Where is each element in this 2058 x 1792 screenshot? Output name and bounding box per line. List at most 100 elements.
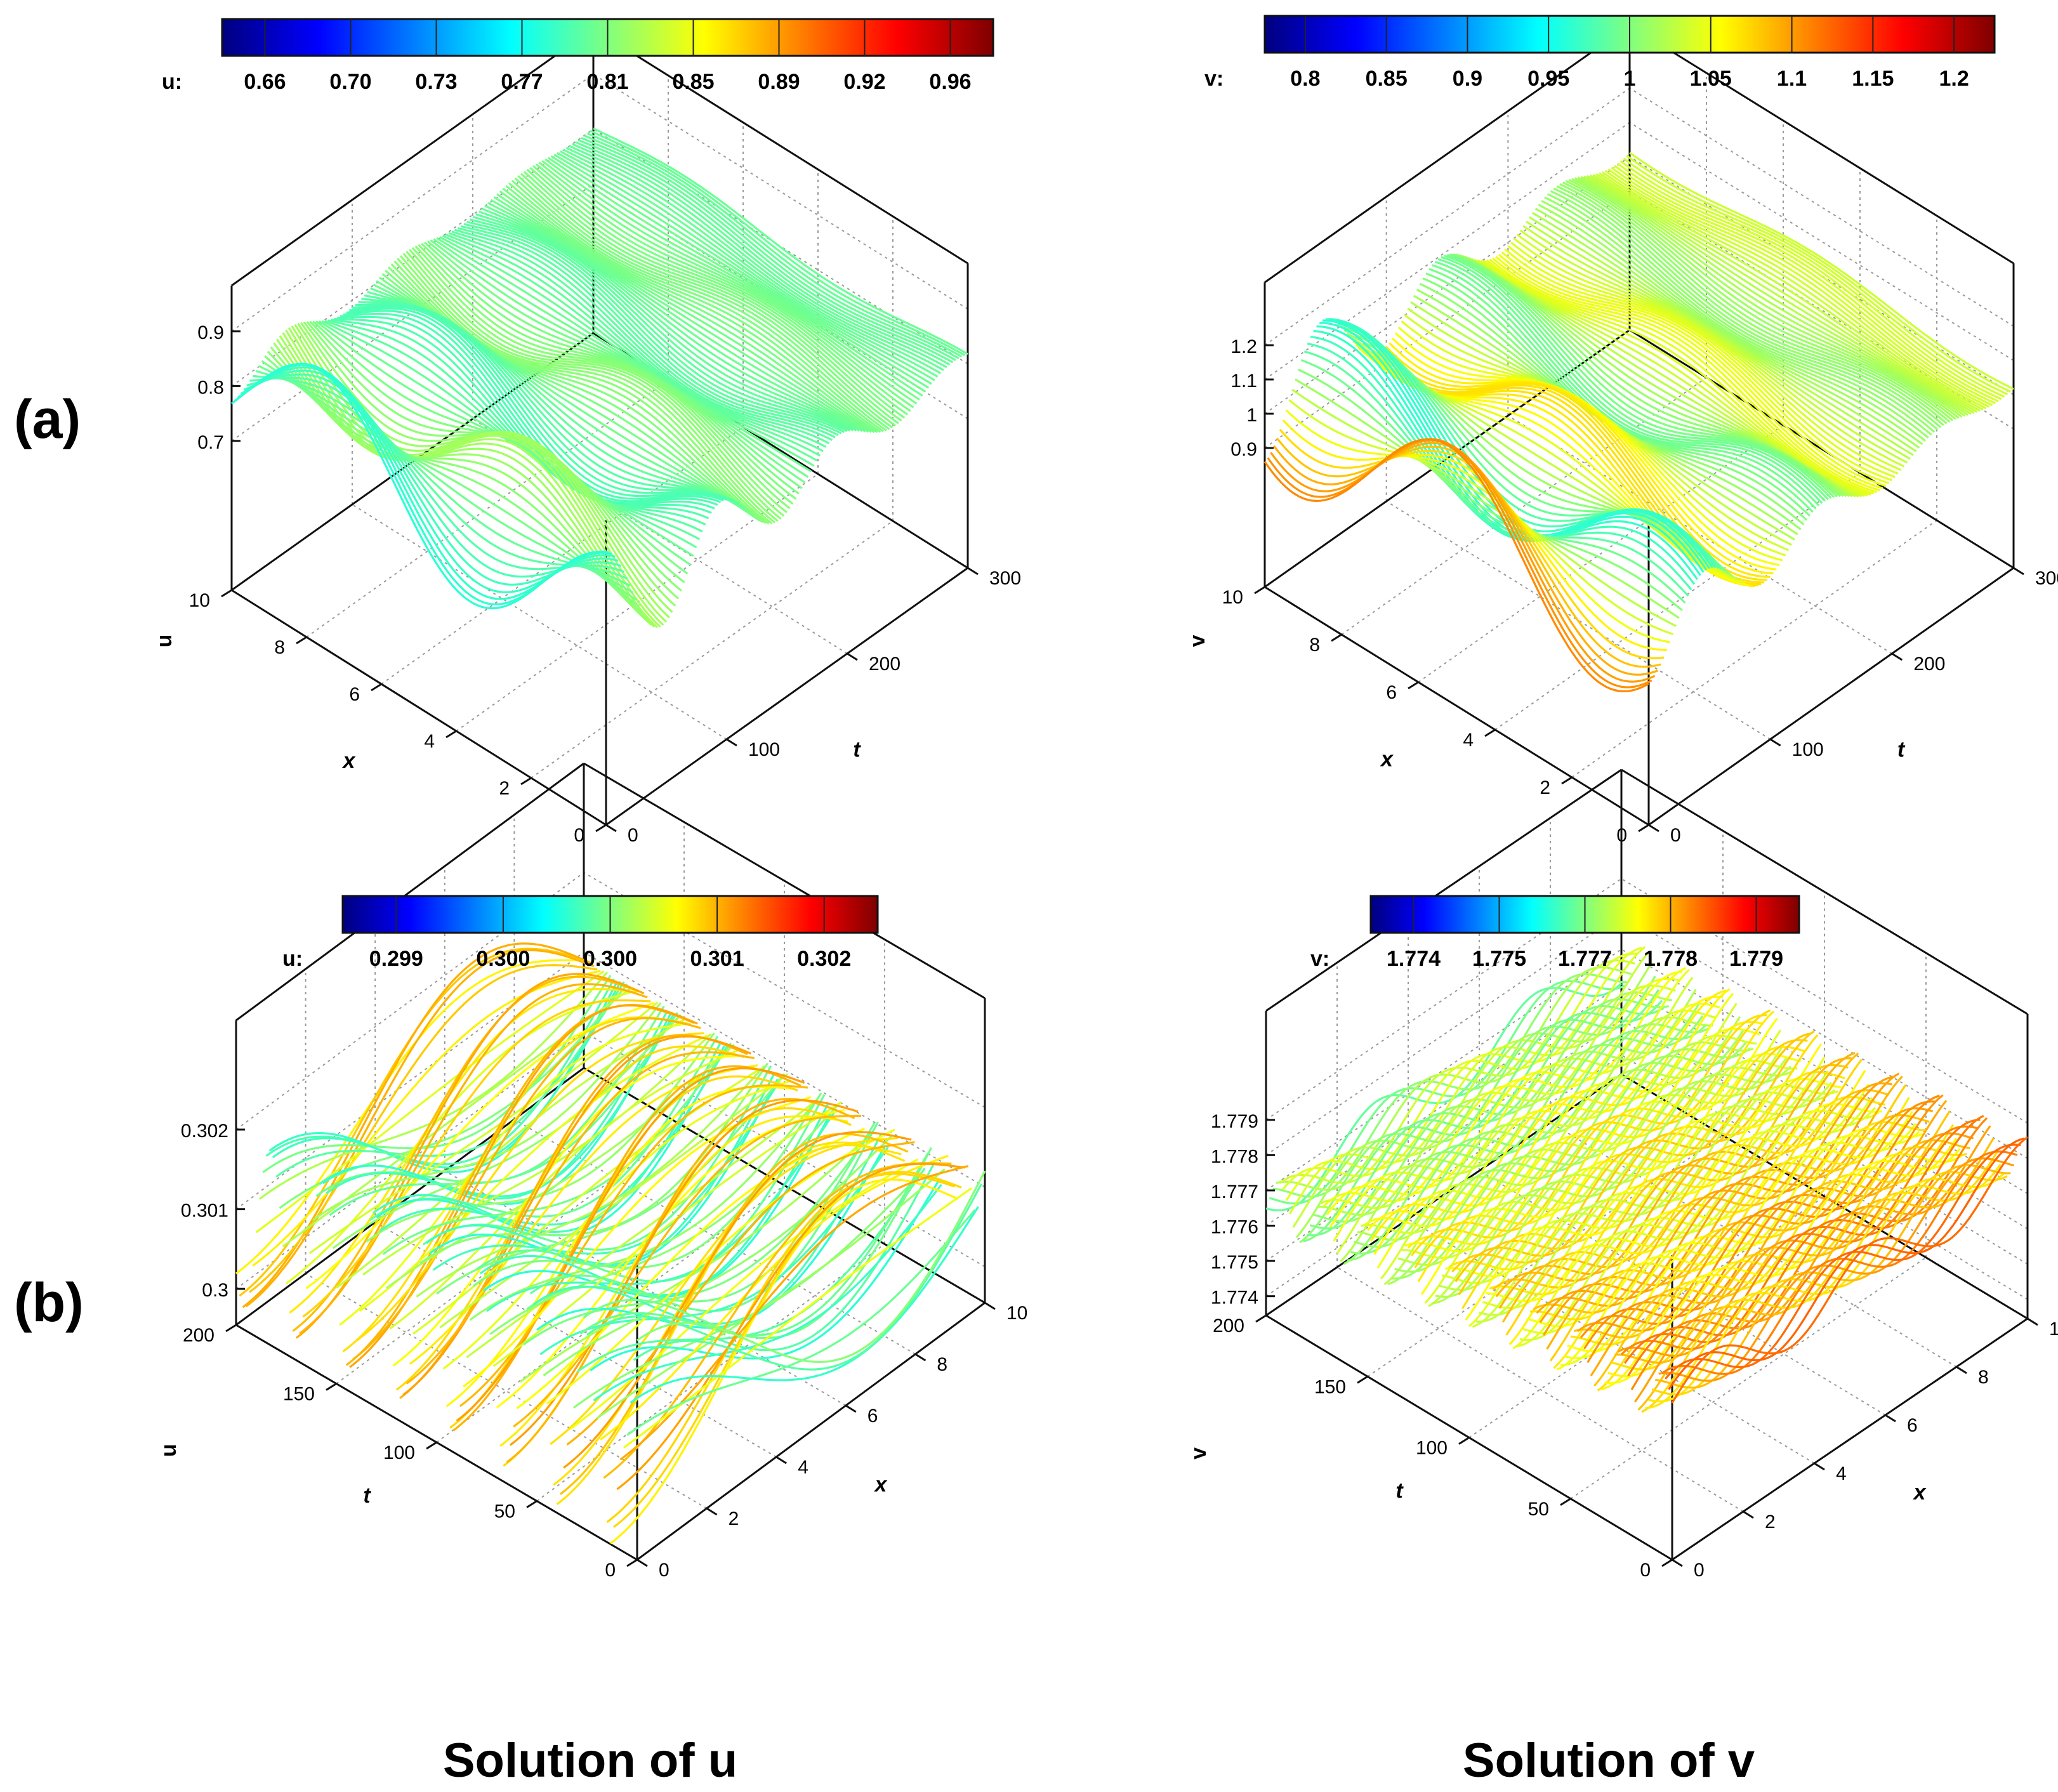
surface-line	[1263, 438, 1649, 693]
wall-gridline	[1264, 122, 1630, 380]
t-tick-label: 150	[1314, 1376, 1346, 1397]
surface-line	[1568, 179, 1954, 421]
surface-line	[1637, 1137, 1995, 1411]
surface-line	[566, 1141, 915, 1446]
surface-line	[451, 230, 827, 448]
z-tick-label: 0.9	[197, 322, 224, 343]
surface-line	[235, 959, 584, 1275]
surface-line	[1325, 318, 1711, 569]
z-axis-label: u	[157, 1444, 181, 1457]
x-tick	[520, 777, 532, 786]
surface-line	[520, 173, 896, 427]
surface-line	[472, 216, 848, 432]
surface-line	[1522, 225, 1908, 464]
floor-gridline	[1570, 1256, 1927, 1499]
t-tick-label: 100	[383, 1442, 415, 1463]
surface-line	[452, 1065, 801, 1432]
z-tick-label: 0.8	[197, 377, 224, 398]
surface-line	[414, 245, 791, 510]
surface-line	[1534, 208, 1920, 449]
wall-gridline	[235, 872, 584, 1130]
x-tick-label: 2	[1765, 1512, 1776, 1532]
surface-line	[1267, 438, 1652, 688]
surface-line	[1299, 975, 1656, 1244]
colorbar-label: v:	[1310, 947, 1329, 971]
wall-gridline	[231, 74, 594, 332]
surface-line	[426, 240, 803, 489]
surface-line	[1627, 1114, 1984, 1376]
colorbar-tick-label: 1	[1624, 67, 1636, 91]
t-tick	[426, 1441, 437, 1450]
surface-line	[460, 225, 836, 438]
surface-line	[1401, 1034, 1757, 1260]
column-title-v: Solution of v	[1463, 1734, 1755, 1788]
colorbar-tick-label: 0.81	[586, 70, 628, 94]
surface-line	[581, 136, 956, 362]
t-tick	[326, 1383, 337, 1391]
surface-line	[603, 1162, 952, 1479]
surface-line	[255, 970, 605, 1234]
x-tick	[2027, 1317, 2038, 1326]
surface-line	[1526, 1102, 1882, 1328]
t-tick-label: 100	[748, 739, 780, 760]
z-axis-label: v	[1185, 635, 1210, 647]
surface-line	[590, 129, 966, 357]
surface-line	[1295, 962, 1653, 1239]
surface-line	[1580, 1100, 1937, 1339]
surface-line	[1536, 1082, 1892, 1314]
surface-line	[1489, 258, 1875, 495]
surface-line	[1553, 187, 1939, 431]
chart-panel-b-v: 1.774 1.775 1.776 1.777 1.778 1.779 v 0 2 4 6 8 10 x 0…	[1187, 768, 2058, 1581]
colorbar-tick-label: 0.301	[690, 947, 744, 971]
surface-line	[1592, 174, 1978, 413]
t-tick	[1648, 824, 1659, 833]
x-tick-label: 6	[1386, 682, 1397, 703]
t-tick-label: 100	[1792, 739, 1824, 760]
surface-line	[1586, 175, 1972, 415]
wall-gridline	[1621, 913, 2028, 1159]
floor-gridline	[1507, 415, 1892, 654]
surface-line	[1307, 342, 1692, 591]
x-tick	[445, 730, 457, 739]
axis-frame-edge	[1629, 329, 2014, 569]
t-tick	[1560, 1498, 1571, 1506]
surface-line	[1510, 241, 1896, 478]
surface-line	[339, 1022, 688, 1326]
x-tick-label: 8	[1978, 1367, 1989, 1388]
surface-line	[418, 244, 794, 505]
wall-gridline	[1621, 1054, 2028, 1300]
x-tick	[296, 636, 307, 645]
surface-line	[1451, 1039, 1808, 1273]
colorbar-tick-label: 1.774	[1387, 947, 1441, 971]
surface-line	[1453, 253, 1838, 497]
floor-gridline	[1479, 1170, 1886, 1416]
surface-line	[583, 1147, 933, 1340]
x-tick	[1743, 1510, 1754, 1519]
colorbar-tick-label: 1.775	[1472, 947, 1526, 971]
surface-line	[1507, 245, 1892, 482]
surface-line	[511, 180, 887, 432]
surface-line	[1276, 437, 1661, 668]
surface-line	[526, 169, 902, 422]
colorbar-tick-label: 0.300	[476, 947, 530, 971]
surface-line	[1559, 183, 1944, 426]
x-tick-label: 10	[189, 590, 210, 611]
x-tick	[595, 824, 607, 833]
z-tick-label: 1.2	[1230, 336, 1257, 357]
surface-line	[609, 1178, 959, 1545]
surface-line	[569, 1158, 919, 1430]
surface-line	[258, 365, 634, 594]
surface-line	[267, 350, 643, 614]
x-tick-label: 2	[1540, 777, 1550, 798]
x-tick-label: 6	[1907, 1415, 1918, 1436]
colorbar-tick-label: 0.89	[758, 70, 800, 94]
surface-line	[1498, 254, 1883, 489]
t-tick-label: 200	[1913, 654, 1945, 675]
surface-line	[1432, 1056, 1788, 1305]
floor-gridline	[1386, 501, 1771, 740]
surface-line	[1607, 168, 1993, 406]
x-tick-label: 4	[424, 731, 435, 752]
surface-line	[516, 1128, 866, 1409]
surface-line	[1445, 1053, 1802, 1277]
